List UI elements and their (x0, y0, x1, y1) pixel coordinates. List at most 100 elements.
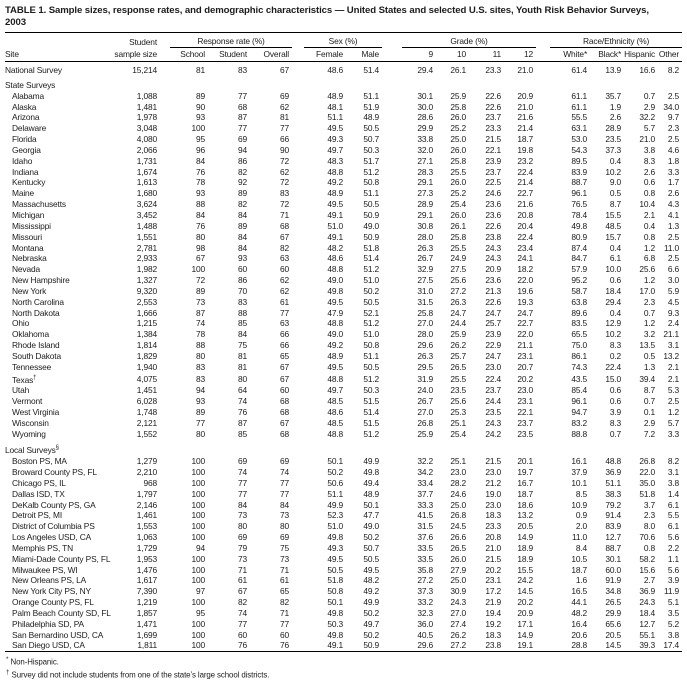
value-cell: 26.3 (417, 350, 434, 361)
value-cell: 49.5 (327, 199, 344, 210)
group-spacer (382, 478, 402, 489)
group-spacer (536, 630, 550, 641)
value-cell: 20.1 (517, 456, 534, 467)
value-cell: 83 (237, 65, 247, 75)
value-cell: 21.6 (517, 112, 534, 123)
value-cell: 29.5 (417, 361, 434, 372)
group-spacer (160, 362, 170, 373)
value-cell: 32.2 (417, 456, 434, 467)
value-cell: 23.7 (485, 166, 502, 177)
value-cell: 18.4 (639, 607, 656, 618)
value-cell: 24.7 (450, 307, 467, 318)
table-row: Delaware 3,048 100 77 77 49.5 50.5 29.9 25.2 23.3… (5, 123, 682, 134)
value-cell: 80 (195, 428, 205, 439)
group-spacer (160, 418, 170, 429)
value-cell: 1,613 (136, 177, 157, 188)
value-cell: 18.9 (517, 553, 534, 564)
group-spacer (292, 156, 304, 167)
value-cell: 74 (237, 607, 247, 618)
value-cell: 26.3 (450, 296, 467, 307)
value-cell: 88 (237, 307, 247, 318)
value-cell: 69 (237, 456, 247, 467)
table-row: Chicago PS, IL 968 100 77 77 50.6 49.4 33.4 28.2… (5, 478, 682, 489)
value-cell: 28.0 (417, 231, 434, 242)
value-cell: 48.6 (327, 65, 344, 75)
value-cell: 21.6 (517, 199, 534, 210)
value-cell: 83 (195, 361, 205, 372)
group-spacer (382, 373, 402, 386)
table-row: Texas† 4,075 83 80 67 48.8 51.2 31.9 25.5 22.4 20.… (5, 373, 682, 386)
group-spacer (536, 221, 550, 232)
value-cell: 1,674 (136, 166, 157, 177)
value-cell: 24.4 (450, 318, 467, 329)
value-cell: 43.5 (571, 374, 588, 385)
group-spacer (160, 575, 170, 586)
value-cell: 23.1 (517, 350, 534, 361)
value-cell: 32.0 (417, 144, 434, 155)
value-cell: 49.1 (327, 640, 344, 651)
value-cell: 18.6 (517, 499, 534, 510)
value-cell: 2.5 (667, 90, 680, 101)
group-spacer (382, 396, 402, 407)
value-cell: 100 (191, 477, 205, 488)
group-spacer (536, 243, 550, 254)
value-cell: 49.0 (363, 521, 380, 532)
value-cell: 1,488 (136, 220, 157, 231)
value-cell: 63.1 (571, 123, 588, 134)
value-cell: 23.5 (605, 134, 622, 145)
value-cell: 65 (280, 586, 290, 597)
value-cell: 0.7 (643, 396, 656, 407)
value-cell: 49.5 (327, 123, 344, 134)
value-cell: 84 (237, 209, 247, 220)
value-cell: 89 (195, 406, 205, 417)
value-cell: 26.0 (450, 209, 467, 220)
table-row: South Dakota 1,829 80 81 65 48.9 51.1 26.3 25.7 2… (5, 351, 682, 362)
group-header-row: Student Response rate (%) Sex (%) Grade … (5, 32, 683, 48)
group-spacer (292, 167, 304, 178)
group-spacer (536, 532, 550, 543)
site-cell: Chicago PS, IL (12, 477, 66, 488)
value-cell: 51.1 (327, 112, 344, 123)
value-cell: 23.0 (485, 499, 502, 510)
value-cell: 88.8 (571, 428, 588, 439)
value-cell: 1,811 (137, 640, 157, 651)
value-cell: 7.2 (643, 428, 656, 439)
value-cell: 77 (195, 417, 205, 428)
value-cell: 91.9 (605, 575, 622, 586)
value-cell: 29.9 (605, 607, 622, 618)
group-spacer (160, 177, 170, 188)
value-cell: 21.4 (517, 123, 534, 134)
table-row: National Survey 15,214 81 83 67 48.6 51.4 29.4 2… (5, 62, 682, 76)
group-spacer (536, 373, 550, 386)
value-cell: 76 (195, 220, 205, 231)
group-spacer (292, 456, 304, 467)
group-spacer (292, 340, 304, 351)
value-cell: 27.5 (417, 275, 434, 286)
value-cell: 49.1 (327, 209, 344, 220)
value-cell: 3.3 (667, 166, 680, 177)
value-cell: 51.1 (363, 90, 380, 101)
value-cell: 36.9 (605, 466, 622, 477)
site-cell: Nevada (12, 264, 40, 275)
value-cell: 19.4 (485, 607, 502, 618)
table-body: National Survey 15,214 81 83 67 48.6 51.4 29.4 2… (5, 62, 682, 652)
value-cell: 50.8 (363, 177, 380, 188)
table-row: District of Columbia PS 1,553 100 80 80 51.0 4… (5, 521, 682, 532)
value-cell: 24.3 (485, 242, 502, 253)
value-cell: 17.2 (485, 586, 502, 597)
group-spacer (292, 221, 304, 232)
value-cell: 2.0 (575, 521, 588, 532)
value-cell: 1,461 (136, 510, 157, 521)
table-row: Broward County PS, FL 2,210 100 74 74 50.2 49.… (5, 467, 682, 478)
value-cell: 0.7 (643, 90, 656, 101)
value-cell: 48.8 (327, 318, 344, 329)
value-cell: 54.3 (571, 144, 588, 155)
value-cell: 0.7 (643, 307, 656, 318)
value-cell: 25.7 (485, 318, 502, 329)
table-row: Dallas ISD, TX 1,797 100 77 77 51.1 48.9 37.7 24… (5, 489, 682, 500)
value-cell: 49.3 (327, 134, 344, 145)
sample-size-header-line1: Student (110, 32, 160, 48)
value-cell: 1,088 (136, 90, 157, 101)
value-cell: 49.5 (363, 564, 380, 575)
